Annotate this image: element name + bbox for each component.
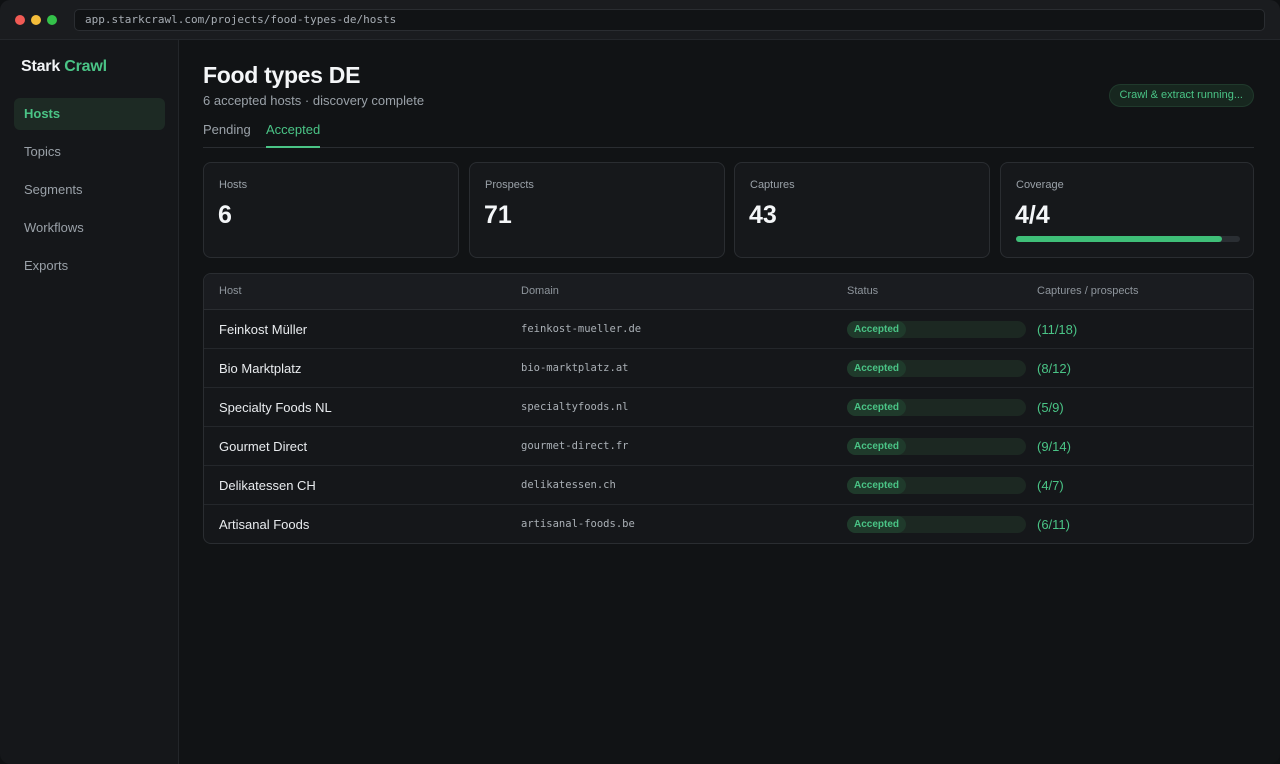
status-badge: Accepted — [847, 360, 907, 377]
status-badge: Accepted — [847, 516, 907, 533]
status-bar: Accepted — [847, 360, 1026, 377]
status-bar: Accepted — [847, 399, 1026, 416]
crawl-status-badge: Crawl & extract running... — [1108, 84, 1254, 107]
host-domain: gourmet-direct.fr — [521, 440, 629, 452]
captures-count: (8/12) — [1037, 361, 1071, 376]
maximize-window-button[interactable] — [47, 15, 57, 25]
stat-card-prospects: Prospects 71 — [469, 162, 725, 258]
sidebar-nav: Hosts Topics Segments Workflows Exports — [14, 98, 165, 288]
column-header-captures[interactable]: Captures / prospects — [1037, 285, 1139, 297]
table-row[interactable]: Gourmet Direct gourmet-direct.fr Accepte… — [204, 427, 1253, 466]
hosts-table: Host Domain Status Captures / prospects … — [203, 273, 1254, 544]
sidebar-item-workflows[interactable]: Workflows — [24, 220, 84, 235]
stat-value: 71 — [484, 201, 512, 229]
brand-accent: Crawl — [64, 58, 107, 75]
status-badge: Accepted — [847, 399, 907, 416]
stat-value: 6 — [218, 201, 232, 229]
host-name: Feinkost Müller — [219, 322, 308, 337]
status-badge: Accepted — [847, 438, 907, 455]
host-domain: specialtyfoods.nl — [521, 401, 629, 413]
stat-label: Captures — [750, 179, 795, 191]
host-domain: feinkost-mueller.de — [521, 323, 642, 335]
status-bar: Accepted — [847, 477, 1026, 494]
brand-logo[interactable]: Stark Crawl — [21, 58, 107, 76]
sidebar-item-exports[interactable]: Exports — [24, 258, 69, 273]
address-bar[interactable]: app.starkcrawl.com/projects/food-types-d… — [74, 9, 1265, 31]
host-name: Gourmet Direct — [219, 439, 308, 454]
captures-count: (5/9) — [1037, 400, 1064, 415]
table-row[interactable]: Artisanal Foods artisanal-foods.be Accep… — [204, 505, 1253, 543]
stat-value: 43 — [749, 201, 777, 229]
host-name: Delikatessen CH — [219, 478, 316, 493]
table-row[interactable]: Delikatessen CH delikatessen.ch Accepted… — [204, 466, 1253, 505]
tab-pending[interactable]: Pending — [203, 122, 251, 137]
captures-count: (11/18) — [1037, 322, 1078, 337]
status-bar: Accepted — [847, 438, 1026, 455]
brand-name: Stark — [21, 58, 61, 75]
browser-titlebar: app.starkcrawl.com/projects/food-types-d… — [0, 0, 1280, 40]
stat-label: Coverage — [1016, 179, 1064, 191]
page-title: Food types DE — [203, 62, 361, 88]
close-window-button[interactable] — [15, 15, 25, 25]
stat-card-coverage: Coverage 4/4 — [1000, 162, 1254, 258]
host-domain: bio-marktplatz.at — [521, 362, 629, 374]
captures-count: (9/14) — [1037, 439, 1071, 454]
sidebar-item-topics[interactable]: Topics — [24, 144, 61, 159]
captures-count: (6/11) — [1037, 517, 1070, 532]
coverage-progress-bar — [1016, 236, 1240, 242]
status-bar: Accepted — [847, 321, 1026, 338]
column-header-domain[interactable]: Domain — [521, 285, 559, 297]
table-row[interactable]: Bio Marktplatz bio-marktplatz.at Accepte… — [204, 349, 1253, 388]
stat-card-captures: Captures 43 — [734, 162, 990, 258]
host-name: Bio Marktplatz — [219, 361, 302, 376]
host-domain: delikatessen.ch — [521, 479, 616, 491]
tab-bar: Pending Accepted — [203, 120, 1254, 148]
stat-value: 4/4 — [1015, 201, 1050, 229]
table-row[interactable]: Specialty Foods NL specialtyfoods.nl Acc… — [204, 388, 1253, 427]
coverage-progress-fill — [1016, 236, 1223, 242]
stat-label: Prospects — [485, 179, 534, 191]
stat-label: Hosts — [219, 179, 248, 191]
host-domain: artisanal-foods.be — [521, 518, 635, 530]
minimize-window-button[interactable] — [31, 15, 41, 25]
column-header-host[interactable]: Host — [219, 285, 242, 297]
captures-count: (4/7) — [1037, 478, 1064, 493]
status-bar: Accepted — [847, 516, 1026, 533]
status-badge: Accepted — [847, 477, 907, 494]
status-badge: Accepted — [847, 321, 907, 338]
tab-accepted[interactable]: Accepted — [266, 122, 321, 148]
table-row[interactable]: Feinkost Müller feinkost-mueller.de Acce… — [204, 310, 1253, 349]
sidebar-item-hosts[interactable]: Hosts — [14, 98, 165, 130]
stat-card-hosts: Hosts 6 — [203, 162, 459, 258]
sidebar-item-segments[interactable]: Segments — [24, 182, 83, 197]
page-subtitle: 6 accepted hosts · discovery complete — [203, 93, 425, 108]
main-content: Food types DE 6 accepted hosts · discove… — [179, 40, 1280, 764]
table-header: Host Domain Status Captures / prospects — [204, 274, 1253, 310]
host-name: Specialty Foods NL — [219, 400, 332, 415]
column-header-status[interactable]: Status — [847, 285, 879, 297]
sidebar: Stark Crawl Hosts Topics Segments Workfl… — [0, 40, 179, 764]
host-name: Artisanal Foods — [219, 517, 310, 532]
